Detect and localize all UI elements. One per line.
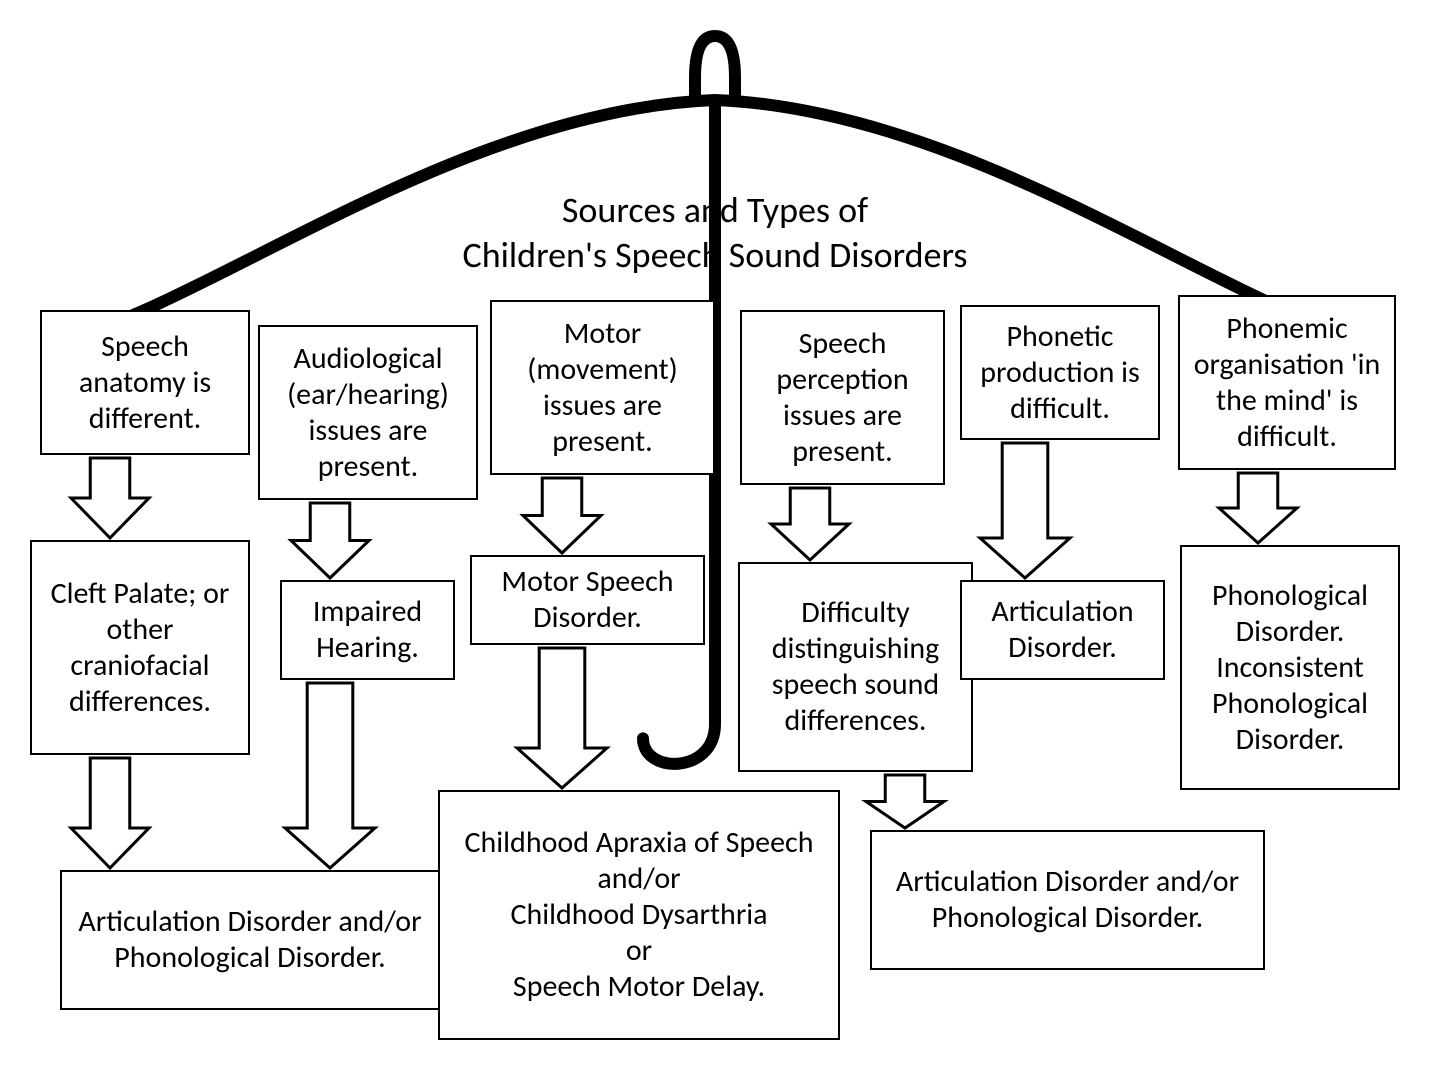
down-arrow-icon	[980, 443, 1070, 578]
title-line1: Sources and Types of	[315, 188, 1115, 233]
intermediate-phonetic: Articulation Disorder.	[960, 580, 1165, 680]
source-motor: Motor (movement) issues are present.	[490, 300, 715, 475]
result-motor-line: Speech Motor Delay.	[513, 969, 765, 1005]
result-motor-line: Childhood Apraxia of Speech	[465, 825, 814, 861]
intermediate-anatomy: Cleft Palate; or other craniofacial diff…	[30, 540, 250, 755]
down-arrow-icon	[285, 683, 375, 868]
down-arrow-icon	[1219, 473, 1297, 543]
source-phonetic-text: Phonetic production is difficult.	[970, 319, 1150, 427]
umbrella-ferrule	[695, 36, 735, 100]
result-motor-line: and/or	[597, 861, 680, 897]
source-anatomy: Speech anatomy is different.	[40, 310, 250, 455]
intermediate-perception-text: Difficulty distinguishing speech sound d…	[748, 595, 963, 739]
intermediate-audiological: Impaired Hearing.	[280, 580, 455, 680]
result-motor-line: or	[626, 933, 652, 969]
result-perception-text: Articulation Disorder and/or Phonologica…	[880, 864, 1255, 936]
result-anatomy-text: Articulation Disorder and/or Phonologica…	[70, 904, 430, 976]
title-line2: Children's Speech Sound Disorders	[315, 233, 1115, 278]
down-arrow-icon	[866, 775, 944, 828]
source-audiological-text: Audiological (ear/hearing) issues are pr…	[268, 341, 468, 485]
intermediate-audiological-text: Impaired Hearing.	[290, 594, 445, 666]
source-anatomy-text: Speech anatomy is different.	[50, 329, 240, 437]
down-arrow-icon	[71, 758, 149, 868]
result-motor-line: Childhood Dysarthria	[510, 897, 767, 933]
source-phonemic: Phonemic organisation 'in the mind' is d…	[1178, 295, 1396, 470]
result-motor: Childhood Apraxia of Speechand/orChildho…	[438, 790, 840, 1040]
down-arrow-icon	[291, 503, 369, 578]
intermediate-anatomy-text: Cleft Palate; or other craniofacial diff…	[40, 576, 240, 720]
source-phonemic-text: Phonemic organisation 'in the mind' is d…	[1188, 311, 1386, 455]
down-arrow-icon	[771, 488, 849, 560]
diagram-title: Sources and Types ofChildren's Speech So…	[315, 188, 1115, 278]
down-arrow-icon	[523, 478, 601, 553]
source-perception: Speech perception issues are present.	[740, 310, 945, 485]
source-audiological: Audiological (ear/hearing) issues are pr…	[258, 325, 478, 500]
down-arrow-icon	[517, 648, 607, 788]
intermediate-motor: Motor Speech Disorder.	[470, 555, 705, 645]
intermediate-phonetic-text: Articulation Disorder.	[970, 594, 1155, 666]
source-phonetic: Phonetic production is difficult.	[960, 305, 1160, 440]
intermediate-phonemic: Phonological Disorder. Inconsistent Phon…	[1180, 545, 1400, 790]
diagram-canvas: Sources and Types ofChildren's Speech So…	[0, 0, 1431, 1071]
intermediate-perception: Difficulty distinguishing speech sound d…	[738, 562, 973, 772]
intermediate-phonemic-text: Phonological Disorder. Inconsistent Phon…	[1190, 578, 1390, 758]
down-arrow-icon	[71, 458, 149, 538]
source-motor-text: Motor (movement) issues are present.	[500, 316, 705, 460]
intermediate-motor-text: Motor Speech Disorder.	[480, 564, 695, 636]
result-anatomy: Articulation Disorder and/or Phonologica…	[60, 870, 440, 1010]
source-perception-text: Speech perception issues are present.	[750, 326, 935, 470]
result-perception: Articulation Disorder and/or Phonologica…	[870, 830, 1265, 970]
